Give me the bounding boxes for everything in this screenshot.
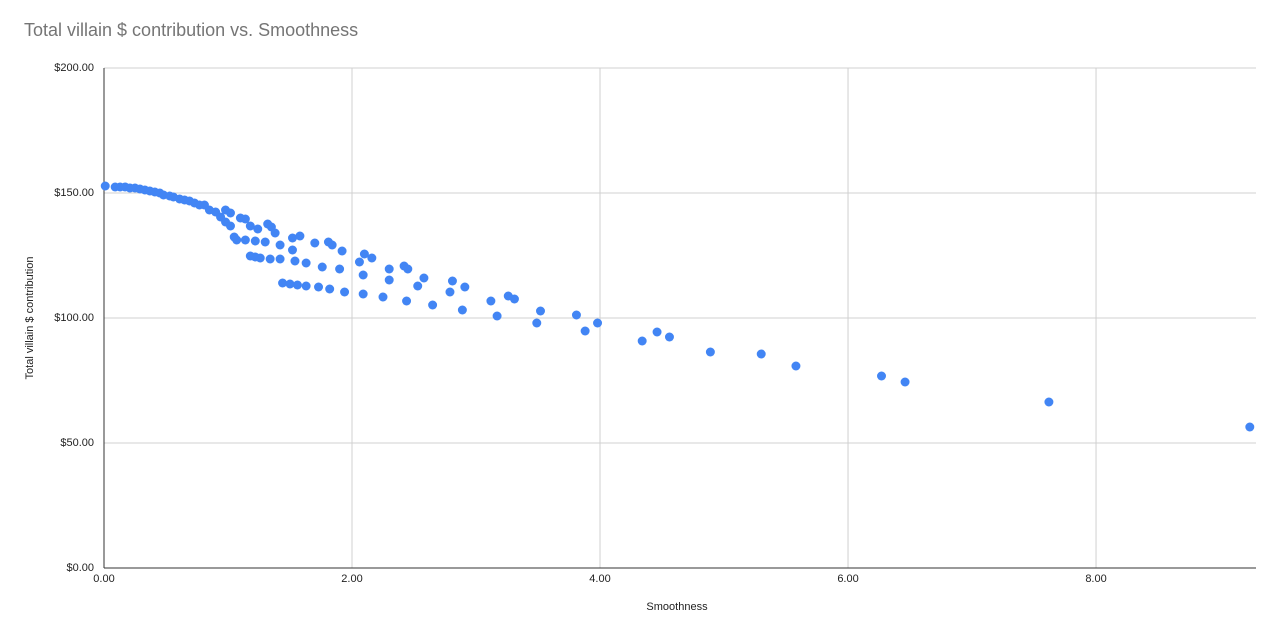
point xyxy=(509,294,519,304)
point xyxy=(295,231,305,241)
point xyxy=(1245,422,1255,432)
point xyxy=(225,208,235,218)
point xyxy=(535,306,545,316)
point xyxy=(337,246,347,256)
point xyxy=(593,318,603,328)
point xyxy=(290,256,300,266)
point xyxy=(325,284,335,294)
point xyxy=(652,327,662,337)
x-tick-label: 0.00 xyxy=(93,573,114,585)
point xyxy=(877,371,887,381)
point xyxy=(301,281,311,291)
point xyxy=(340,287,350,297)
x-axis-label: Smoothness xyxy=(646,601,708,613)
point xyxy=(419,273,429,283)
point xyxy=(664,332,674,342)
chart-title: Total villain $ contribution vs. Smoothn… xyxy=(24,20,358,40)
point xyxy=(250,236,260,246)
point xyxy=(492,311,502,321)
x-tick-label: 8.00 xyxy=(1085,573,1106,585)
point xyxy=(457,305,467,315)
point xyxy=(275,240,285,250)
point xyxy=(287,245,297,255)
point xyxy=(260,237,270,247)
point xyxy=(486,296,496,306)
point xyxy=(705,347,715,357)
point xyxy=(378,292,388,302)
point xyxy=(255,253,265,263)
point xyxy=(240,235,250,245)
y-tick-label: $100.00 xyxy=(54,312,94,324)
point xyxy=(278,278,288,288)
point xyxy=(354,257,364,267)
point xyxy=(253,224,263,234)
point xyxy=(637,336,647,346)
y-axis-label: Total villain $ contribution xyxy=(24,257,36,380)
point xyxy=(367,253,377,263)
point xyxy=(900,377,910,387)
point xyxy=(358,289,368,299)
point xyxy=(335,264,345,274)
point xyxy=(532,318,542,328)
point xyxy=(301,258,311,268)
x-tick-label: 6.00 xyxy=(837,573,858,585)
point xyxy=(314,282,324,292)
point xyxy=(359,249,369,259)
point xyxy=(791,361,801,371)
point xyxy=(1044,397,1054,407)
point xyxy=(384,264,394,274)
y-tick-label: $0.00 xyxy=(66,562,94,574)
point xyxy=(580,326,590,336)
point xyxy=(384,275,394,285)
y-tick-label: $200.00 xyxy=(54,62,94,74)
point xyxy=(225,221,235,231)
point xyxy=(571,310,581,320)
point xyxy=(275,254,285,264)
point xyxy=(756,349,766,359)
point xyxy=(402,296,412,306)
x-tick-label: 2.00 xyxy=(341,573,362,585)
point xyxy=(428,300,438,310)
point xyxy=(292,280,302,290)
point xyxy=(413,281,423,291)
point xyxy=(245,221,255,231)
y-tick-label: $50.00 xyxy=(60,437,94,449)
x-tick-label: 4.00 xyxy=(589,573,610,585)
point xyxy=(403,264,413,274)
point xyxy=(240,214,250,224)
point xyxy=(445,287,455,297)
point xyxy=(285,279,295,289)
point xyxy=(310,238,320,248)
point xyxy=(317,262,327,272)
point xyxy=(358,270,368,280)
point xyxy=(287,233,297,243)
point xyxy=(100,181,110,191)
point xyxy=(327,240,337,250)
point xyxy=(232,235,242,245)
point xyxy=(270,228,280,238)
y-tick-label: $150.00 xyxy=(54,187,94,199)
point xyxy=(265,254,275,264)
point xyxy=(447,276,457,286)
point xyxy=(460,282,470,292)
